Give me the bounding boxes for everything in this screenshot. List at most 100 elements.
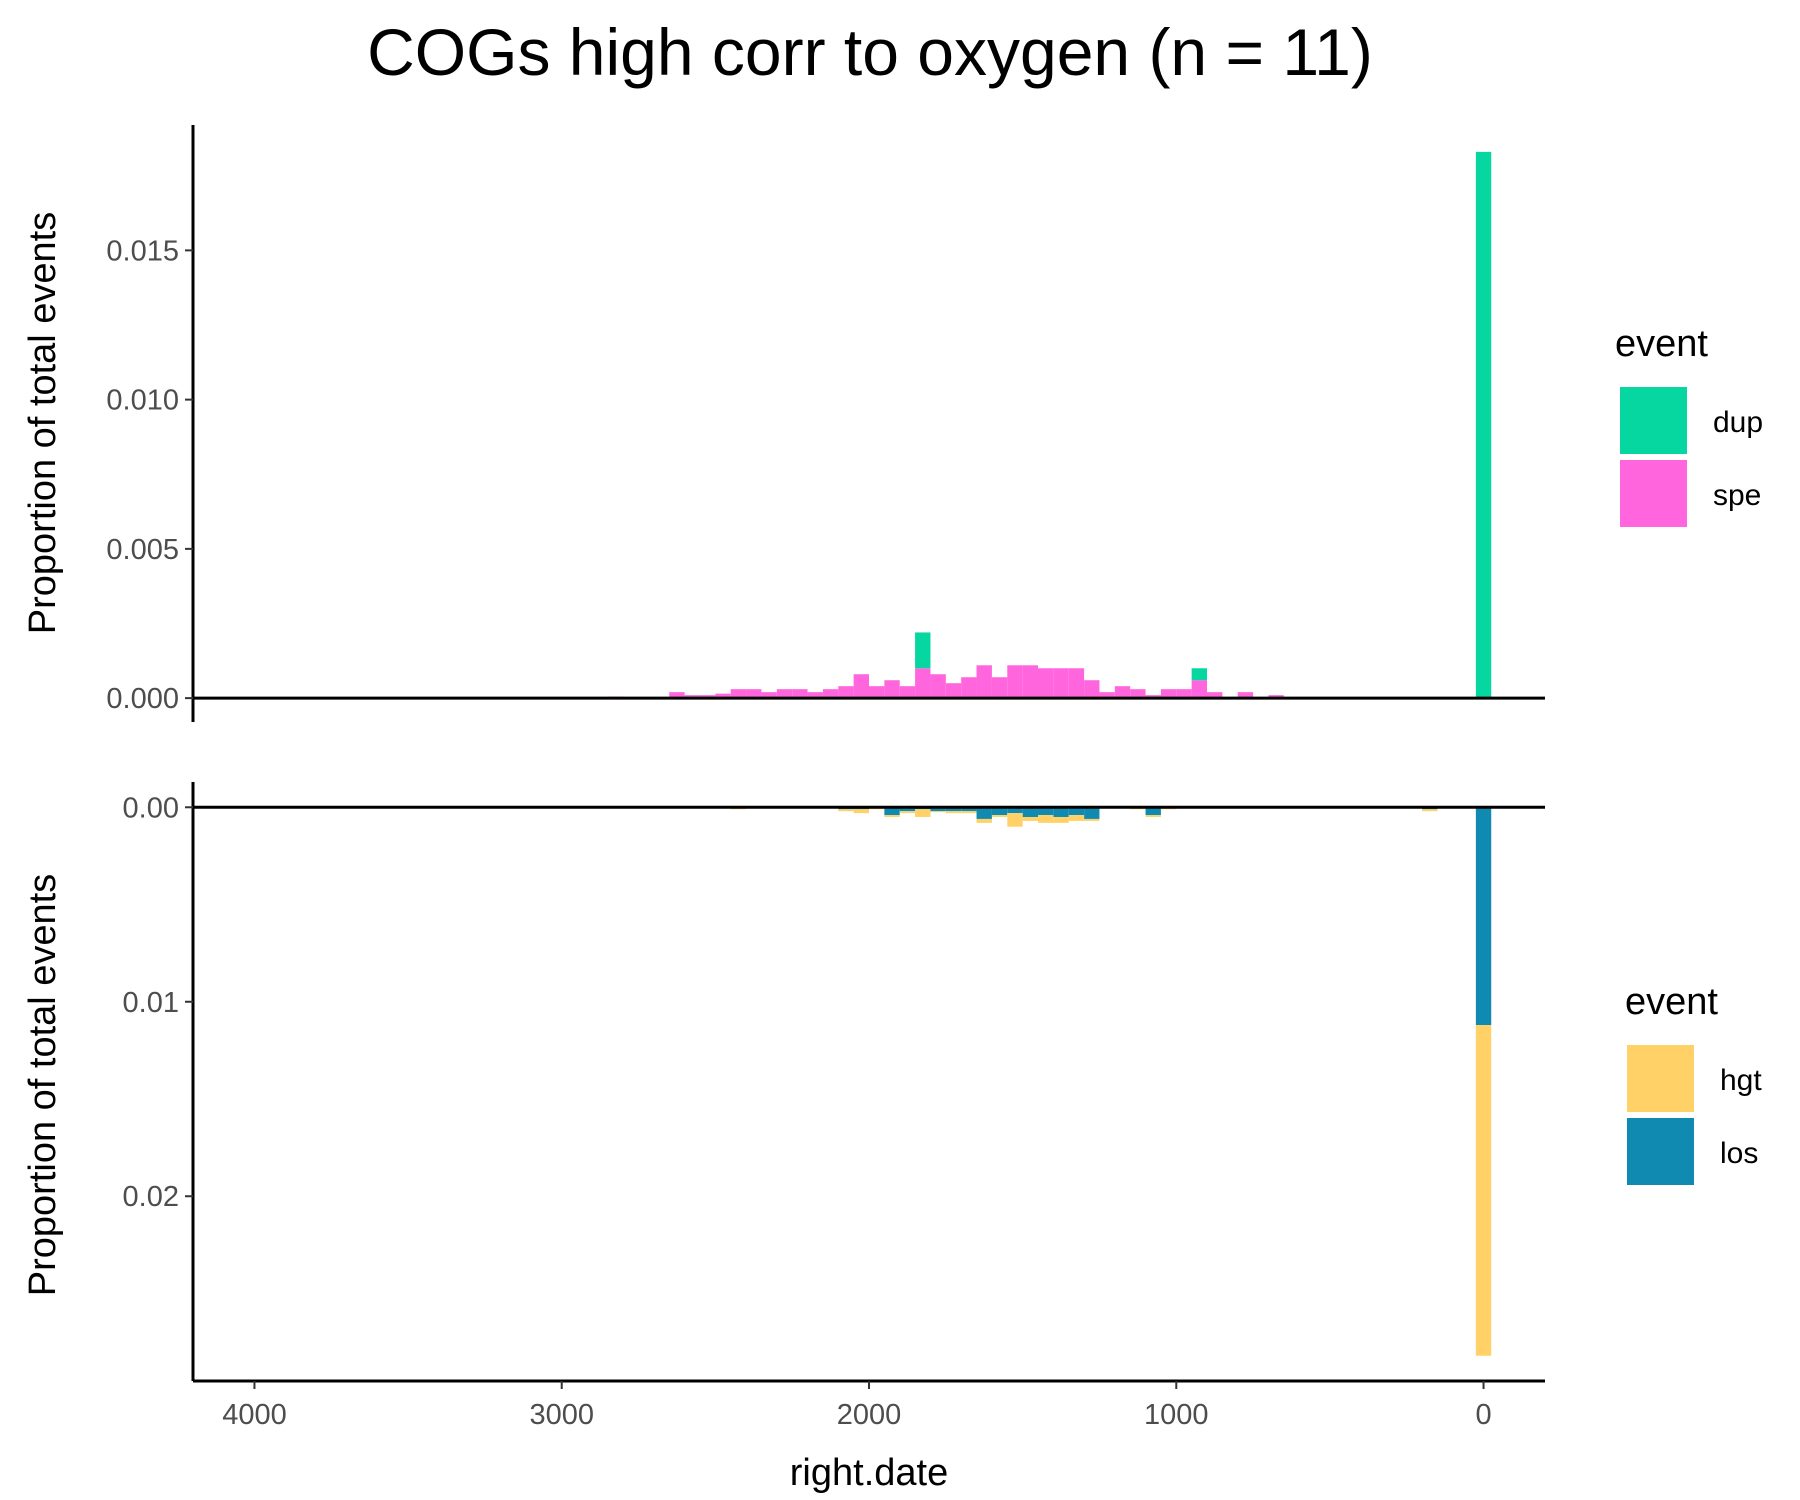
bar-spe <box>822 689 839 699</box>
bar-hgt <box>961 811 977 814</box>
bar-hgt <box>1022 817 1038 821</box>
legend-bottom-title: event <box>1625 981 1718 1023</box>
bar-los <box>1038 807 1054 816</box>
y-tick-label: 0.000 <box>106 683 179 715</box>
legend-swatch-los <box>1627 1118 1694 1185</box>
bar-dup <box>915 632 931 669</box>
bar-spe <box>730 689 747 699</box>
bar-los <box>961 807 977 812</box>
legend-swatch-hgt <box>1627 1045 1694 1112</box>
bar-spe <box>776 689 793 699</box>
bar-hgt <box>1084 818 1100 821</box>
x-tick-label: 4000 <box>222 1399 287 1431</box>
bar-los <box>1084 807 1100 819</box>
bar-los <box>945 807 962 812</box>
legend-label-spe: spe <box>1713 479 1761 512</box>
bar-spe <box>899 686 916 699</box>
bar-spe <box>807 692 823 699</box>
legend-bottom: event hgt los <box>1625 981 1762 1185</box>
bar-hgt <box>1038 815 1054 823</box>
y-tick-label: 0.00 <box>123 792 179 824</box>
bar-hgt <box>1053 817 1069 823</box>
bar-los <box>1022 807 1038 818</box>
x-tick-label: 1000 <box>1144 1399 1209 1431</box>
bar-hgt <box>838 809 854 812</box>
legend-label-hgt: hgt <box>1720 1064 1762 1097</box>
bar-los <box>976 807 992 819</box>
panel-bottom-bars <box>730 807 1492 1356</box>
bar-los <box>884 807 900 816</box>
bar-hgt <box>884 815 900 818</box>
panel-bottom-y-label: Proportion of total events <box>22 874 64 1296</box>
bar-los <box>991 807 1008 816</box>
bar-hgt <box>1145 815 1161 818</box>
bar-spe <box>1038 668 1054 699</box>
bar-spe <box>884 680 900 699</box>
legend-top-title: event <box>1615 323 1708 365</box>
bar-spe <box>1191 680 1207 699</box>
bar-spe <box>1237 692 1254 699</box>
bar-los <box>1007 807 1023 814</box>
bar-hgt <box>853 809 869 814</box>
bar-spe <box>853 674 869 699</box>
bar-spe <box>1053 668 1069 699</box>
bar-spe <box>869 686 885 699</box>
bar-spe <box>1099 692 1115 699</box>
bar-los <box>1068 807 1085 816</box>
bar-spe <box>838 686 854 699</box>
panel-top-y-label: Proportion of total events <box>22 212 64 634</box>
x-axis-label: right.date <box>790 1452 948 1494</box>
bar-spe <box>945 683 962 699</box>
chart-title: COGs high corr to oxygen (n = 11) <box>367 15 1373 89</box>
legend-top: event dup spe <box>1615 323 1763 527</box>
bar-spe <box>1022 665 1038 699</box>
y-tick-label: 0.005 <box>106 534 179 566</box>
bar-spe <box>1176 689 1192 699</box>
y-tick-label: 0.015 <box>106 235 179 267</box>
x-tick-label: 2000 <box>837 1399 902 1431</box>
bar-hgt <box>1422 809 1438 812</box>
bar-spe <box>715 693 731 699</box>
bar-dup <box>1191 668 1207 681</box>
legend-label-los: los <box>1720 1137 1758 1170</box>
legend-swatch-spe <box>1620 460 1687 527</box>
bar-spe <box>915 668 931 699</box>
x-tick-label: 0 <box>1475 1399 1491 1431</box>
panel-top: 0.000 0.005 0.010 0.015 Proportion of total… <box>22 125 1545 722</box>
bar-spe <box>1130 689 1146 699</box>
bar-spe <box>1207 692 1223 699</box>
bar-spe <box>669 692 685 699</box>
bar-hgt <box>915 809 931 818</box>
bar-los <box>1145 807 1161 816</box>
bar-spe <box>991 677 1008 699</box>
bar-spe <box>761 692 777 699</box>
bar-spe <box>1084 680 1100 699</box>
bar-spe <box>930 674 946 699</box>
bar-spe <box>1007 665 1023 699</box>
bar-los <box>1475 807 1492 1026</box>
bar-spe <box>746 689 762 699</box>
bar-hgt <box>899 811 916 814</box>
y-tick-label: 0.02 <box>123 1181 179 1213</box>
bar-spe <box>961 677 977 699</box>
bar-hgt <box>976 818 992 823</box>
bar-los <box>899 807 916 812</box>
bar-spe <box>976 665 992 699</box>
bar-spe <box>1068 668 1085 699</box>
bar-spe <box>792 689 808 699</box>
bar-los <box>1053 807 1069 818</box>
bar-hgt <box>1475 1025 1492 1356</box>
legend-swatch-dup <box>1620 387 1687 454</box>
y-tick-label: 0.01 <box>123 987 179 1019</box>
y-tick-label: 0.010 <box>106 385 179 417</box>
legend-label-dup: dup <box>1713 406 1763 439</box>
bar-los <box>930 807 946 812</box>
bar-spe <box>1160 689 1177 699</box>
x-tick-label: 3000 <box>529 1399 594 1431</box>
bar-hgt <box>1007 813 1023 827</box>
bar-hgt <box>1068 815 1085 821</box>
panel-top-bars <box>607 151 1492 699</box>
bar-hgt <box>945 811 962 814</box>
bar-hgt <box>930 811 946 813</box>
